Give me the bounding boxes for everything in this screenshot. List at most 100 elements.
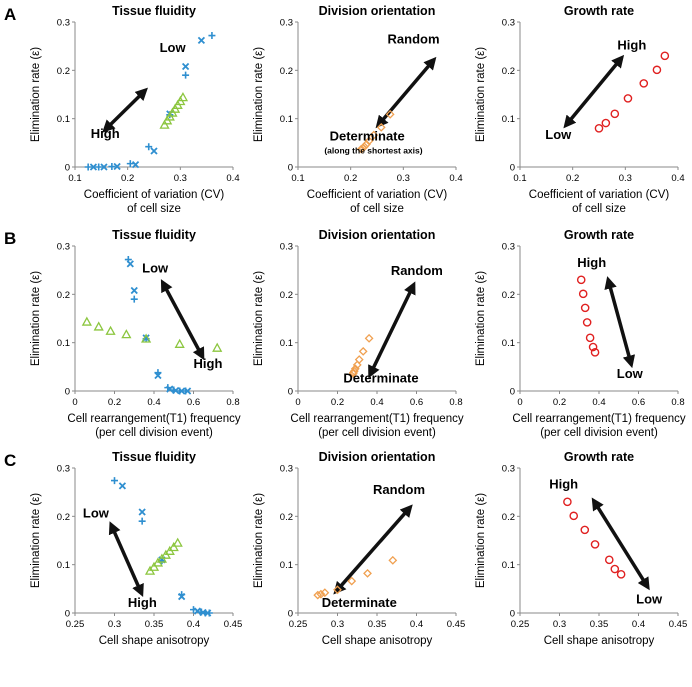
x-axis-label-line: Cell shape anisotropy — [322, 635, 433, 647]
data-point-circle — [585, 333, 595, 343]
data-point-triangle — [172, 537, 183, 547]
data-point-diamond — [364, 333, 374, 343]
x-axis-label-line: Cell shape anisotropy — [544, 635, 655, 647]
data-point-plus — [111, 477, 118, 485]
trend-arrow — [102, 87, 148, 133]
data-point-triangle — [212, 342, 223, 352]
trend-arrow — [160, 279, 205, 361]
data-point-triangle — [174, 338, 185, 348]
x-tick-label: 0.25 — [511, 619, 530, 630]
x-axis-label-line: of cell size — [572, 203, 626, 215]
y-tick-label: 0.2 — [280, 66, 293, 77]
x-tick-label: 0.4 — [449, 173, 462, 184]
annotation-label: Low — [617, 366, 644, 381]
y-tick-label: 0.1 — [57, 338, 70, 349]
data-point-x — [150, 147, 158, 155]
data-point-circle — [616, 570, 626, 579]
x-axis-label-line: Cell rearrangement(T1) frequency — [290, 413, 463, 425]
subplot-title: Tissue fluidity — [112, 228, 196, 242]
subplot-b-2: Division orientation 0 0.2 0.4 0.6 0.8 0 0.1 0.2… — [253, 228, 464, 439]
x-tick-label: 0.3 — [108, 619, 121, 630]
data-point-x — [118, 482, 127, 490]
data-point-plus — [126, 160, 134, 168]
subplot-title: Growth rate — [564, 450, 634, 464]
subplot-title: Growth rate — [564, 4, 634, 18]
data-point-circle — [590, 540, 600, 549]
y-tick-label: 0.2 — [280, 512, 293, 523]
x-tick-label: 0.8 — [226, 397, 239, 408]
data-point-plus — [208, 32, 216, 40]
data-point-plus — [138, 517, 146, 525]
y-axis-label: Elimination rate (ε) — [30, 493, 42, 588]
data-point-circle — [580, 303, 590, 313]
data-point-diamond — [352, 360, 362, 370]
data-point-circle — [576, 275, 586, 285]
x-tick-label: 0.35 — [590, 619, 609, 630]
y-tick-label: 0.1 — [57, 560, 70, 571]
x-tick-label: 0.45 — [669, 619, 688, 630]
x-tick-label: 0.4 — [632, 619, 645, 630]
y-tick-label: 0.2 — [502, 66, 515, 77]
annotation-label: Low — [545, 127, 572, 142]
x-tick-label: 0.1 — [291, 173, 304, 184]
data-point-diamond — [348, 369, 358, 379]
y-tick-label: 0.1 — [502, 114, 515, 125]
data-point-x — [126, 260, 134, 268]
y-tick-label: 0.3 — [280, 464, 293, 475]
annotation-label: High — [194, 356, 223, 371]
subplot-c-3: Growth rate 0.25 0.3 0.35 0.4 0.45 0 0.1 0.2 0.3 E… — [475, 450, 687, 647]
data-point-plus — [182, 71, 190, 79]
x-tick-label: 0.4 — [147, 397, 160, 408]
data-point-x — [166, 385, 174, 393]
data-point-triangle — [105, 325, 116, 335]
y-axis-label: Elimination rate (ε) — [253, 271, 265, 366]
data-point-x — [131, 160, 140, 169]
y-tick-label: 0.3 — [502, 242, 515, 253]
data-point-triangle — [177, 92, 189, 102]
trend-arrow — [368, 281, 416, 379]
annotation-label: High — [128, 595, 157, 610]
x-tick-label: 0.2 — [121, 173, 134, 184]
data-point-circle — [610, 564, 620, 574]
x-tick-label: 0.4 — [226, 173, 239, 184]
x-tick-label: 0.35 — [368, 619, 387, 630]
x-tick-label: 0.25 — [66, 619, 85, 630]
subplot-c-2: Division orientation 0.25 0.3 0.35 0.4 0.45 0 0… — [253, 450, 465, 647]
data-point-diamond — [333, 585, 342, 595]
data-point-circle — [569, 511, 579, 521]
x-axis-label-line: (per cell division event) — [318, 427, 436, 439]
x-tick-label: 0 — [72, 397, 77, 408]
data-point-circle — [660, 51, 670, 61]
data-point-diamond — [376, 122, 386, 132]
x-tick-label: 0.3 — [174, 173, 187, 184]
y-tick-label: 0.2 — [502, 512, 515, 523]
data-point-triangle — [168, 541, 179, 552]
y-tick-label: 0.2 — [57, 290, 70, 301]
data-point-diamond — [363, 568, 372, 578]
x-axis-label-line: (per cell division event) — [95, 427, 213, 439]
x-axis-label-line: Cell rearrangement(T1) frequency — [67, 413, 240, 425]
data-point-triangle — [159, 119, 170, 129]
data-point-x — [197, 36, 206, 45]
annotation-label: Random — [388, 31, 440, 46]
data-point-triangle — [148, 561, 160, 571]
y-tick-label: 0.2 — [502, 290, 515, 301]
x-tick-label: 0.4 — [370, 397, 383, 408]
annotation-label: (along the shortest axis) — [324, 145, 422, 155]
x-tick-label: 0.6 — [632, 397, 645, 408]
data-point-x — [181, 62, 190, 71]
y-tick-label: 0.1 — [502, 338, 515, 349]
y-tick-label: 0.1 — [280, 338, 293, 349]
y-tick-label: 0 — [510, 163, 515, 174]
x-tick-label: 0.8 — [671, 397, 684, 408]
data-point-circle — [563, 497, 572, 507]
annotation-label: Low — [636, 591, 663, 606]
y-tick-label: 0.3 — [57, 18, 70, 29]
annotation-label: Low — [142, 261, 169, 276]
data-point-circle — [588, 342, 598, 352]
y-tick-label: 0.3 — [57, 242, 70, 253]
y-tick-label: 0.3 — [280, 18, 293, 29]
trend-arrow — [591, 497, 650, 591]
